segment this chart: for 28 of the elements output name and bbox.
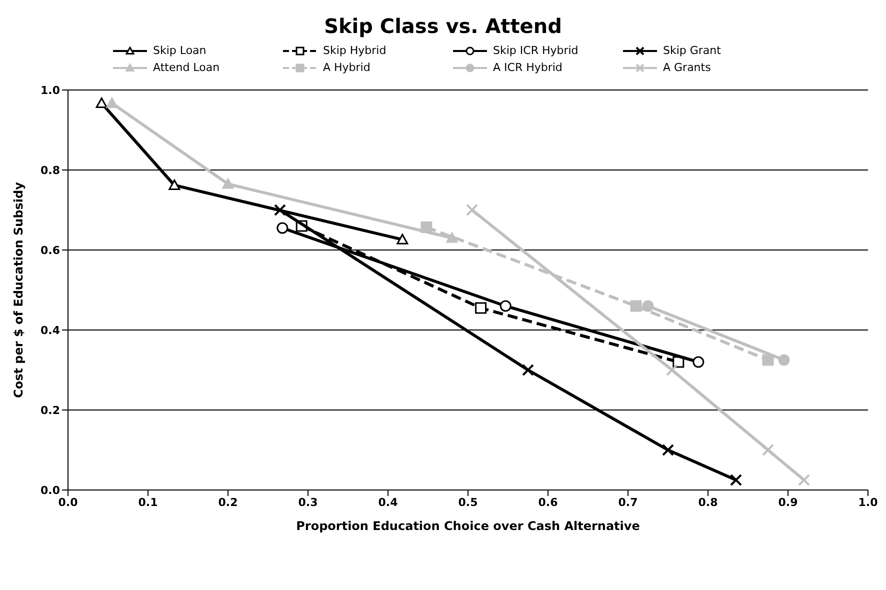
x-tick-label: 0.7 — [618, 496, 638, 509]
legend-label: Attend Loan — [153, 61, 220, 74]
y-tick-label: 0.2 — [40, 404, 60, 417]
legend-label: Skip Loan — [153, 44, 206, 57]
x-axis-title: Proportion Education Choice over Cash Alternative — [296, 519, 640, 533]
x-tick-label: 1.0 — [858, 496, 878, 509]
x-tick-label: 0.3 — [298, 496, 318, 509]
y-tick-label: 0.6 — [40, 244, 60, 257]
legend-label: A Grants — [663, 61, 711, 74]
legend-label: Skip Hybrid — [323, 44, 386, 57]
x-tick-label: 0.8 — [698, 496, 718, 509]
legend-label: Skip Grant — [663, 44, 721, 57]
x-tick-label: 0.5 — [458, 496, 478, 509]
x-tick-label: 0.2 — [218, 496, 238, 509]
y-tick-label: 0.0 — [40, 484, 60, 497]
x-tick-label: 0.1 — [138, 496, 158, 509]
y-axis-title: Cost per $ of Education Subsidy — [11, 182, 26, 398]
x-tick-label: 0.9 — [778, 496, 798, 509]
chart-title: Skip Class vs. Attend — [323, 14, 563, 38]
y-tick-label: 0.8 — [40, 164, 60, 177]
x-tick-label: 0.4 — [378, 496, 398, 509]
y-tick-label: 0.4 — [40, 324, 60, 337]
x-tick-label: 0.0 — [58, 496, 78, 509]
legend-label: A ICR Hybrid — [493, 61, 562, 74]
x-tick-label: 0.6 — [538, 496, 558, 509]
legend-label: A Hybrid — [323, 61, 370, 74]
y-tick-label: 1.0 — [40, 84, 60, 97]
legend-label: Skip ICR Hybrid — [493, 44, 578, 57]
